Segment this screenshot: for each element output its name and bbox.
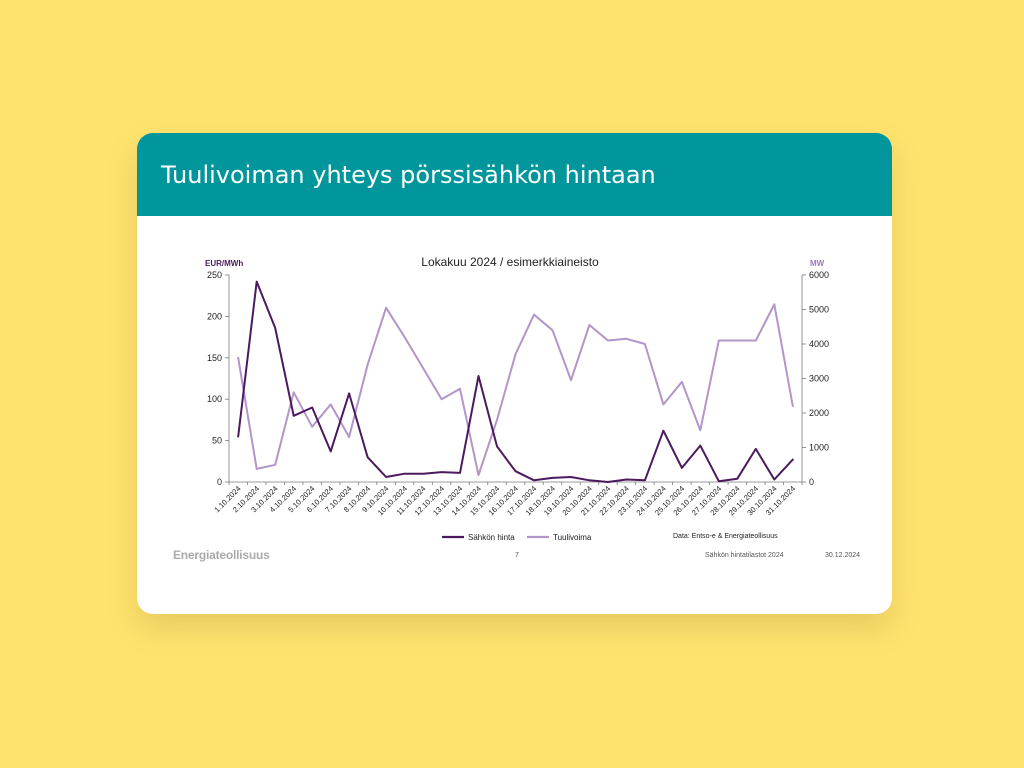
report-date: 30.12.2024 — [825, 552, 860, 559]
y-axis-right-label: MW — [810, 259, 825, 268]
energiateollisuus-logo: Energiateollisuus — [173, 548, 270, 562]
y-tick-label-right: 3000 — [809, 374, 829, 384]
series-line-sahkon-hinta — [237, 280, 794, 483]
slide-title: Tuulivoiman yhteys pörssisähkön hintaan — [161, 161, 656, 189]
y-tick-label-right: 4000 — [809, 339, 829, 349]
chart-title: Lokakuu 2024 / esimerkkiaineisto — [421, 255, 599, 269]
series-lines — [237, 280, 794, 483]
chart-axes — [228, 275, 803, 483]
source-note: Data: Entso-e & Energiateollisuus — [673, 533, 778, 540]
y-tick-label-left: 100 — [207, 394, 222, 404]
legend-label-sahkon-hinta: Sähkön hinta — [468, 533, 515, 542]
y-tick-label-left: 0 — [217, 477, 222, 487]
y-tick-label-right: 1000 — [809, 443, 829, 453]
legend-label-tuulivoima: Tuulivoima — [553, 533, 592, 542]
report-name: Sähkön hintatilastot 2024 — [705, 552, 784, 559]
y-tick-label-right: 5000 — [809, 305, 829, 315]
slide-header: Tuulivoiman yhteys pörssisähkön hintaan — [137, 133, 892, 216]
y-ticks-right: 0 1000 2000 3000 4000 5000 6000 — [802, 270, 829, 487]
y-tick-label-right: 6000 — [809, 270, 829, 280]
y-ticks-left: 0 50 100 150 200 250 — [207, 270, 229, 487]
legend: Sähkön hinta Tuulivoima — [442, 533, 592, 542]
slide-card: Tuulivoiman yhteys pörssisähkön hintaan … — [137, 133, 892, 614]
x-ticks: 1.10.20242.10.20243.10.20244.10.20245.10… — [212, 482, 803, 517]
chart: Lokakuu 2024 / esimerkkiaineisto EUR/MWh… — [173, 255, 860, 562]
y-axis-left-label: EUR/MWh — [205, 259, 243, 268]
y-tick-label-left: 150 — [207, 353, 222, 363]
page-number: 7 — [515, 552, 519, 559]
y-tick-label-right: 2000 — [809, 408, 829, 418]
y-tick-label-right: 0 — [809, 477, 814, 487]
series-line-tuulivoima — [237, 303, 794, 477]
y-tick-label-left: 250 — [207, 270, 222, 280]
y-tick-label-left: 200 — [207, 311, 222, 321]
y-tick-label-left: 50 — [212, 436, 222, 446]
